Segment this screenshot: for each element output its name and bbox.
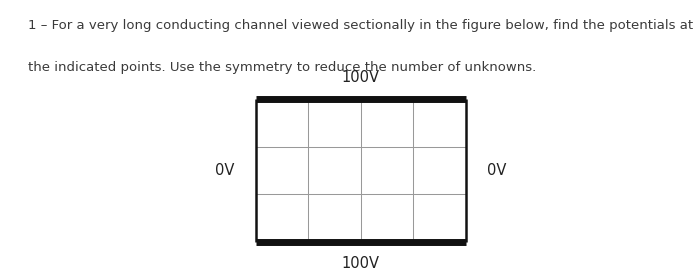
Text: the indicated points. Use the symmetry to reduce the number of unknowns.: the indicated points. Use the symmetry t…: [28, 60, 536, 73]
Text: 100V: 100V: [342, 70, 379, 85]
Text: 0V: 0V: [486, 163, 506, 178]
Text: 1 – For a very long conducting channel viewed sectionally in the figure below, f: 1 – For a very long conducting channel v…: [28, 19, 693, 32]
Text: 100V: 100V: [342, 256, 379, 271]
Text: 0V: 0V: [215, 163, 235, 178]
